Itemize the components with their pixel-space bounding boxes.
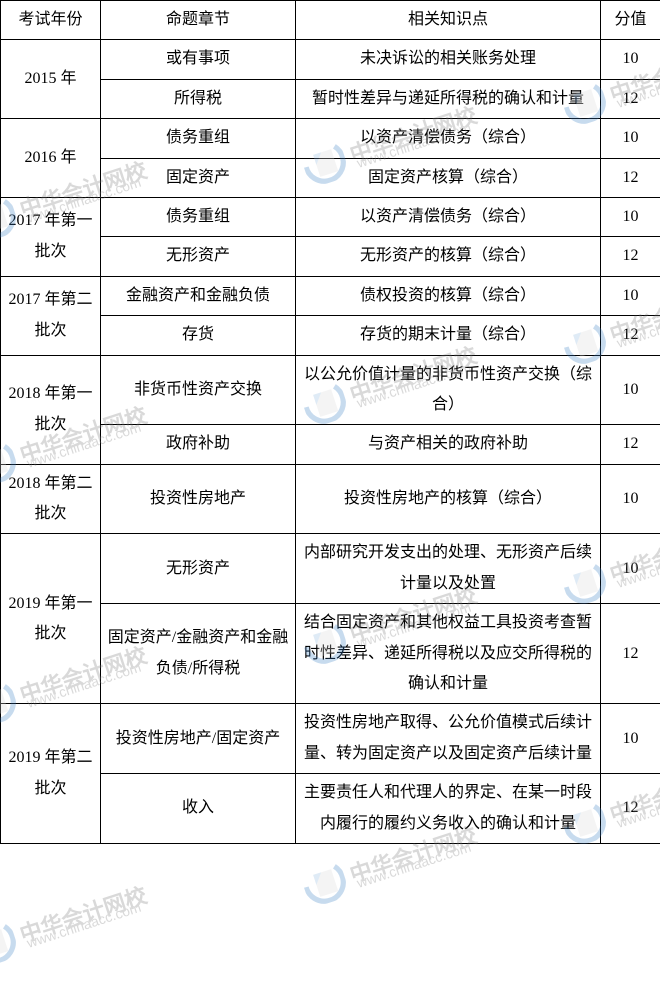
cell-score: 12: [601, 774, 660, 844]
cell-year: 2017 年第一批次: [1, 197, 101, 276]
cell-point: 内部研究开发支出的处理、无形资产后续计量以及处置: [296, 534, 601, 604]
cell-topic: 固定资产: [101, 158, 296, 197]
table-row: 2018 年第一批次非货币性资产交换以公允价值计量的非货币性资产交换（综合）10: [1, 355, 660, 425]
cell-topic: 投资性房地产/固定资产: [101, 704, 296, 774]
cell-score: 10: [601, 534, 660, 604]
watermark-text-en: www.chinaacc.com: [25, 899, 143, 951]
cell-score: 10: [601, 119, 660, 158]
cell-score: 10: [601, 704, 660, 774]
table-row: 2019 年第一批次无形资产内部研究开发支出的处理、无形资产后续计量以及处置10: [1, 534, 660, 604]
cell-point: 无形资产的核算（综合）: [296, 237, 601, 276]
table-row: 2016 年债务重组以资产清偿债务（综合）10: [1, 119, 660, 158]
cell-topic: 债务重组: [101, 119, 296, 158]
cell-point: 以资产清偿债务（综合）: [296, 119, 601, 158]
watermark-text-cn: 中华会计网校: [15, 878, 150, 949]
cell-point: 未决诉讼的相关账务处理: [296, 40, 601, 79]
cell-score: 10: [601, 40, 660, 79]
cell-topic: 投资性房地产: [101, 464, 296, 534]
cell-point: 暂时性差异与递延所得税的确认和计量: [296, 79, 601, 118]
cell-score: 12: [601, 425, 660, 464]
cell-score: 12: [601, 237, 660, 276]
cell-point: 固定资产核算（综合）: [296, 158, 601, 197]
table-body: 2015 年或有事项未决诉讼的相关账务处理10所得税暂时性差异与递延所得税的确认…: [1, 40, 660, 844]
exam-table: 考试年份 命题章节 相关知识点 分值 2015 年或有事项未决诉讼的相关账务处理…: [0, 0, 660, 844]
cell-year: 2015 年: [1, 40, 101, 119]
cell-topic: 无形资产: [101, 237, 296, 276]
cell-year: 2017 年第二批次: [1, 276, 101, 355]
table-row: 2015 年或有事项未决诉讼的相关账务处理10: [1, 40, 660, 79]
cell-point: 债权投资的核算（综合）: [296, 276, 601, 315]
cell-point: 以公允价值计量的非货币性资产交换（综合）: [296, 355, 601, 425]
cell-score: 12: [601, 79, 660, 118]
cell-score: 10: [601, 276, 660, 315]
cell-point: 结合固定资产和其他权益工具投资考查暂时性差异、递延所得税以及应交所得税的确认和计…: [296, 604, 601, 704]
cell-score: 10: [601, 464, 660, 534]
cell-topic: 所得税: [101, 79, 296, 118]
cell-topic: 无形资产: [101, 534, 296, 604]
cell-year: 2018 年第二批次: [1, 464, 101, 534]
cell-topic: 或有事项: [101, 40, 296, 79]
cell-year: 2018 年第一批次: [1, 355, 101, 464]
cell-year: 2016 年: [1, 119, 101, 198]
table-row: 2019 年第二批次投资性房地产/固定资产投资性房地产取得、公允价值模式后续计量…: [1, 704, 660, 774]
cell-year: 2019 年第一批次: [1, 534, 101, 704]
col-header-score: 分值: [601, 1, 660, 40]
cell-point: 投资性房地产取得、公允价值模式后续计量、转为固定资产以及固定资产后续计量: [296, 704, 601, 774]
cell-point: 投资性房地产的核算（综合）: [296, 464, 601, 534]
table-header-row: 考试年份 命题章节 相关知识点 分值: [1, 1, 660, 40]
cell-topic: 非货币性资产交换: [101, 355, 296, 425]
cell-score: 10: [601, 355, 660, 425]
cell-score: 12: [601, 604, 660, 704]
cell-point: 存货的期末计量（综合）: [296, 316, 601, 355]
cell-topic: 存货: [101, 316, 296, 355]
watermark-logo-icon: [298, 856, 351, 909]
cell-point: 以资产清偿债务（综合）: [296, 197, 601, 236]
cell-topic: 政府补助: [101, 425, 296, 464]
cell-topic: 收入: [101, 774, 296, 844]
table-row: 2017 年第二批次金融资产和金融负债债权投资的核算（综合）10: [1, 276, 660, 315]
table-row: 2018 年第二批次投资性房地产投资性房地产的核算（综合）10: [1, 464, 660, 534]
cell-year: 2019 年第二批次: [1, 704, 101, 844]
col-header-topic: 命题章节: [101, 1, 296, 40]
cell-score: 12: [601, 158, 660, 197]
watermark: 中华会计网校www.chinaacc.com: [0, 873, 152, 969]
table-row: 2017 年第一批次债务重组以资产清偿债务（综合）10: [1, 197, 660, 236]
watermark-text-en: www.chinaacc.com: [355, 839, 473, 891]
cell-point: 与资产相关的政府补助: [296, 425, 601, 464]
watermark-logo-icon: [0, 916, 21, 969]
col-header-point: 相关知识点: [296, 1, 601, 40]
cell-score: 10: [601, 197, 660, 236]
col-header-year: 考试年份: [1, 1, 101, 40]
cell-topic: 固定资产/金融资产和金融负债/所得税: [101, 604, 296, 704]
cell-point: 主要责任人和代理人的界定、在某一时段内履行的履约义务收入的确认和计量: [296, 774, 601, 844]
cell-topic: 金融资产和金融负债: [101, 276, 296, 315]
cell-topic: 债务重组: [101, 197, 296, 236]
cell-score: 12: [601, 316, 660, 355]
